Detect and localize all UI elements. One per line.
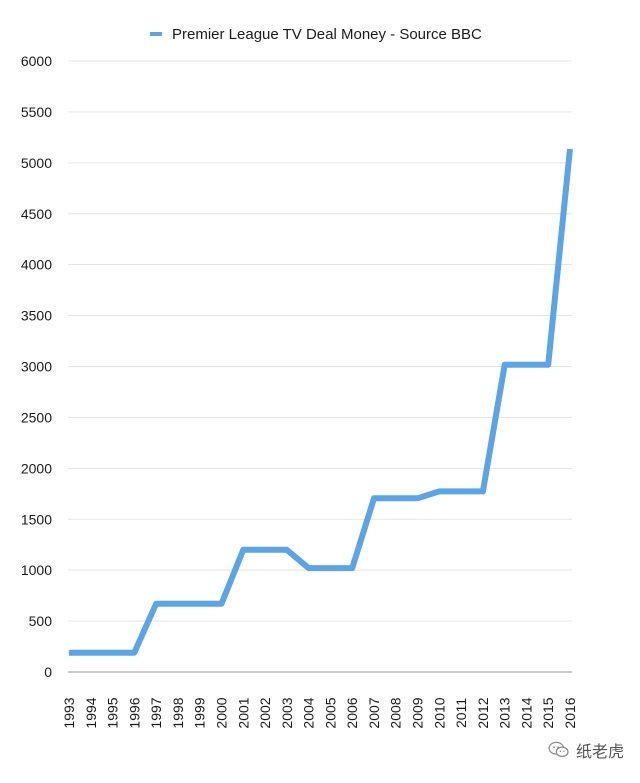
x-tick-label: 2007: [366, 697, 382, 728]
y-tick-label: 5000: [21, 155, 52, 171]
watermark: 纸老虎: [548, 738, 624, 762]
legend: Premier League TV Deal Money - Source BB…: [150, 26, 482, 43]
data-point: [373, 497, 375, 499]
x-tick-label: 2015: [540, 697, 556, 728]
data-point: [286, 549, 288, 551]
data-point: [351, 567, 353, 569]
x-tick-label: 1993: [61, 697, 77, 728]
x-tick-label: 2005: [322, 697, 338, 728]
y-tick-label: 2000: [21, 460, 52, 476]
wechat-icon: [548, 741, 569, 758]
y-tick-label: 0: [44, 664, 52, 680]
data-point: [329, 567, 331, 569]
series-layer: [68, 148, 573, 656]
y-axis: 0 500 1000 1500 2000 2500 3000 3500 4000 4500 5000…: [21, 53, 52, 680]
x-tick-label: 2002: [257, 697, 273, 728]
data-point: [504, 364, 506, 366]
x-tick-label: 1997: [148, 697, 164, 728]
x-tick-label: 1998: [170, 697, 186, 728]
y-tick-label: 3000: [21, 359, 52, 375]
data-point: [395, 497, 397, 499]
data-point: [155, 603, 157, 605]
x-tick-label: 2008: [388, 697, 404, 728]
x-tick-label: 2003: [279, 697, 295, 728]
legend-label: Premier League TV Deal Money - Source BB…: [172, 26, 482, 43]
series-line: [69, 148, 573, 656]
data-point: [547, 364, 549, 366]
x-tick-label: 1996: [126, 697, 142, 728]
data-point: [417, 497, 419, 499]
data-point: [482, 490, 484, 492]
x-tick-label: 2001: [235, 697, 251, 728]
y-tick-label: 2500: [21, 409, 52, 425]
grid: [68, 60, 572, 673]
data-point: [199, 603, 201, 605]
x-tick-label: 1999: [192, 697, 208, 728]
x-tick-label: 2009: [410, 697, 426, 728]
x-tick-label: 2004: [301, 697, 317, 728]
y-tick-label: 5500: [21, 104, 52, 120]
y-tick-label: 4000: [21, 257, 52, 273]
x-tick-label: 2016: [562, 697, 578, 728]
data-point: [90, 652, 92, 654]
x-tick-label: 2014: [518, 697, 534, 728]
data-point: [460, 490, 462, 492]
y-tick-label: 1000: [21, 562, 52, 578]
x-tick-label: 2006: [344, 697, 360, 728]
data-point: [177, 603, 179, 605]
y-tick-label: 500: [29, 613, 53, 629]
x-tick-label: 2013: [497, 697, 513, 728]
y-tick-label: 1500: [21, 511, 52, 527]
x-axis: 1993 1994 1995 1996 1997 1998 1999 2000 2001 2002…: [61, 697, 578, 728]
x-tick-label: 2000: [213, 697, 229, 728]
x-tick-label: 2010: [431, 697, 447, 728]
data-point: [68, 652, 70, 654]
x-tick-label: 2012: [475, 697, 491, 728]
y-tick-label: 3500: [21, 308, 52, 324]
data-point: [264, 549, 266, 551]
x-tick-label: 1994: [83, 697, 99, 728]
data-point: [308, 567, 310, 569]
data-point: [220, 603, 222, 605]
data-point: [133, 652, 135, 654]
data-point: [525, 364, 527, 366]
x-tick-label: 2011: [453, 698, 469, 728]
data-point: [112, 652, 114, 654]
y-tick-label: 4500: [21, 206, 52, 222]
y-tick-label: 6000: [21, 53, 52, 69]
data-point: [242, 549, 244, 551]
x-tick-label: 1995: [105, 697, 121, 728]
data-point: [569, 148, 571, 150]
data-point: [438, 490, 440, 492]
watermark-text: 纸老虎: [575, 744, 624, 761]
